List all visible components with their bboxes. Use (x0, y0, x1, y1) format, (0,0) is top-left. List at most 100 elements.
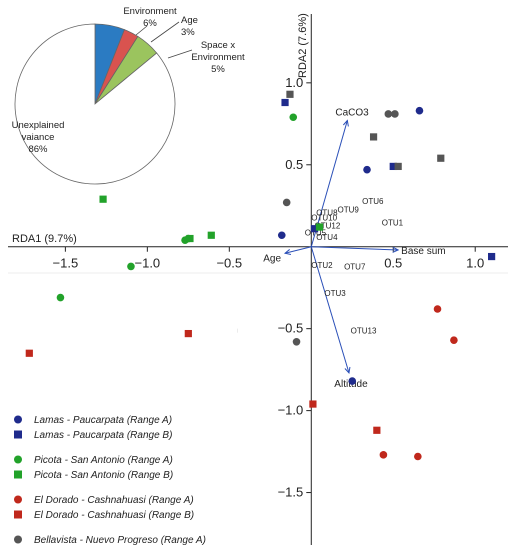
data-point (391, 110, 399, 118)
site-points (25, 90, 496, 461)
x-tick-label: −1.0 (135, 256, 161, 271)
data-point (56, 293, 65, 302)
legend-label: Lamas - Paucarpata (Range B) (34, 430, 172, 441)
legend-label: Lamas - Paucarpata (Range A) (34, 415, 172, 426)
data-point (384, 110, 393, 118)
legend-label: Picota - San Antonio (Range A) (34, 455, 173, 466)
otu-label: OTU6 (362, 197, 384, 206)
data-point (127, 262, 135, 271)
variance-pie-chart: Environment 6% Age 3%Space x Environment 5%Un… (0, 0, 245, 195)
otu-label: OTU5 (305, 228, 327, 237)
env-vector-label: Age (263, 253, 281, 264)
x-tick-label: −0.5 (216, 256, 242, 271)
y-tick-label: 1.0 (285, 75, 303, 90)
pie-label-line: vaiance (22, 132, 55, 143)
data-point (348, 377, 357, 385)
data-point (373, 426, 381, 434)
data-point (433, 305, 442, 313)
data-point (363, 165, 371, 174)
data-point (99, 195, 107, 203)
pie-leader-line (135, 25, 148, 36)
data-point (186, 234, 194, 243)
legend-marker (14, 470, 22, 479)
pie-leader-line (167, 49, 193, 59)
y-axis-title: RDA2 (7.6%) (297, 13, 309, 78)
data-point (184, 329, 192, 338)
legend-marker (14, 415, 22, 424)
data-point (394, 162, 402, 171)
pie-label-line: 86% (28, 144, 48, 155)
data-point (292, 337, 301, 346)
data-point (286, 90, 294, 98)
otu-label: OTU10 (311, 214, 337, 223)
legend-marker (14, 510, 22, 519)
legend-label: Bellavista - Nuevo Progreso (Range A) (34, 535, 206, 546)
pie-label-line: 5% (211, 64, 225, 75)
x-tick-label: 1.0 (466, 256, 484, 271)
env-vector-line (311, 246, 399, 251)
legend-marker (14, 430, 22, 439)
env-vector-arrowhead (342, 119, 349, 127)
data-point (25, 349, 33, 357)
axes (8, 14, 508, 545)
data-point (379, 451, 388, 459)
otu-label: OTU8 (316, 209, 338, 218)
x-tick-label: −1.5 (53, 256, 79, 271)
env-vector-arrowhead (344, 366, 351, 375)
data-point (282, 198, 291, 207)
otu-label: OTU13 (351, 327, 377, 336)
pie-label-line: Age (181, 15, 198, 26)
pie-label: Environment 6% (123, 6, 177, 29)
otu-label: OTU9 (338, 205, 360, 214)
legend-label: Picota - San Antonio (Range B) (34, 470, 173, 481)
pie-label-line: Environment (123, 6, 177, 17)
pie-slice (14, 23, 176, 185)
otu-label: OTU12 (315, 222, 341, 231)
data-point (450, 336, 458, 344)
data-point (389, 162, 397, 171)
env-vector-arrowhead (392, 246, 400, 253)
x-tick-label: 0.5 (384, 256, 402, 271)
pie-label: Age 3% (181, 15, 198, 38)
data-point (289, 113, 298, 122)
y-tick-label: −0.5 (278, 321, 304, 336)
env-vector-label: Base sum (401, 246, 445, 257)
data-point (488, 252, 496, 261)
pie-leader-line (150, 21, 180, 43)
pie-label-line: Space x (201, 40, 236, 51)
y-tick-label: −1.5 (278, 485, 304, 500)
grid-lines (8, 272, 508, 333)
data-point (309, 400, 317, 408)
data-point (437, 154, 445, 162)
otu-label: OTU2 (311, 261, 333, 270)
legend: Lamas - Paucarpata (Range A) Lamas - Pauc… (14, 415, 206, 546)
data-point (207, 231, 215, 239)
tick-labels: −1.5 −1.0 −0.5 0.5 1.0 1.0 0.5 −0.5 −1.0 −1.5 (53, 75, 485, 500)
pie-label: Unexplained vaiance 86% (12, 120, 65, 155)
env-vector-arrowhead (283, 249, 292, 255)
env-vector-label: CaCO3 (335, 108, 369, 119)
otu-label: OTU3 (324, 289, 346, 298)
pie-label-line: 6% (143, 18, 157, 29)
env-vector-line (310, 246, 350, 374)
legend-label: El Dorado - Cashnahuasi (Range A) (34, 495, 194, 506)
legend-marker (14, 535, 22, 544)
y-tick-label: −1.0 (278, 403, 304, 418)
data-point (415, 106, 424, 115)
y-tick-label: 0.5 (285, 157, 303, 172)
data-point (315, 223, 324, 231)
env-vector-line (284, 246, 312, 254)
data-point (369, 133, 378, 141)
data-point (310, 225, 319, 233)
data-point (277, 231, 286, 240)
pie-label-line: Environment (191, 52, 245, 63)
otu-label: OTU7 (344, 263, 366, 272)
pie-label-line: 3% (181, 27, 195, 38)
data-point (281, 98, 289, 107)
x-axis-title: RDA1 (9.7%) (12, 233, 77, 245)
pie-label: Space x Environment 5% (191, 40, 245, 75)
otu-label: OTU4 (316, 233, 338, 242)
